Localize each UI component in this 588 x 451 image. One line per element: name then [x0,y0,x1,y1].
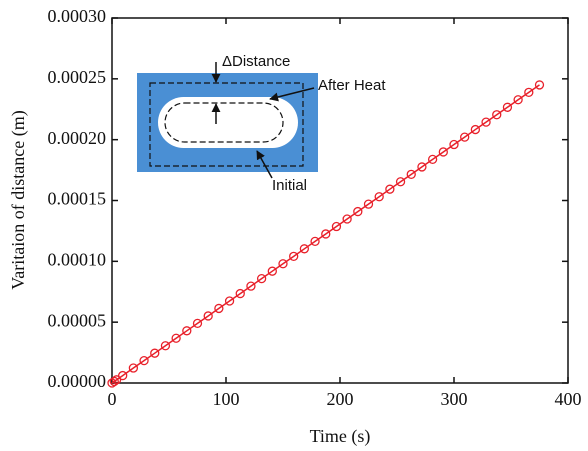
data-point [203,311,213,321]
y-tick-label: 0.00025 [48,67,107,87]
inset-diagram: ΔDistance After Heat Initial [137,53,386,194]
data-point [417,162,427,172]
plot-frame [111,17,569,384]
data-point [513,95,523,105]
dashed-outline [149,82,304,167]
annotation: ΔDistance [222,53,290,70]
data-point [310,236,320,247]
data-point [182,326,192,336]
data-point [427,154,438,165]
data-point [192,318,203,329]
y-tick-label: 0.00000 [48,371,107,391]
data-point [246,281,256,291]
data-point [150,348,160,358]
y-tick-label: 0.00010 [48,249,107,269]
data-point [289,251,299,261]
data-point [395,177,406,187]
data-point [534,80,545,90]
data-point [278,259,288,269]
data-point [109,376,119,387]
data-point [224,296,235,306]
data-point [438,147,448,157]
data-point [524,87,534,97]
x-tick-label: 200 [327,389,354,409]
dashed-hole [164,102,284,143]
series-line [111,84,540,384]
annotation: Initial [272,177,307,194]
arrow [256,150,273,179]
data-point [235,288,245,299]
data-point [449,139,459,150]
arrow [269,87,315,102]
data-point [299,244,310,254]
y-tick-label: 0.00005 [48,310,107,330]
x-tick-label: 0 [108,389,117,409]
data-point [374,192,384,202]
data-point [267,266,277,276]
data-point [111,375,122,385]
data-point [470,124,481,135]
x-tick-label: 100 [213,389,240,409]
data-point [128,363,139,373]
y-axis-title: Varitaion of distance (m) [8,110,29,289]
data-point [460,132,470,142]
data-point [342,214,352,224]
data-point [363,199,374,209]
x-tick-label: 400 [555,389,582,409]
data-point [160,341,171,351]
y-tick-label: 0.00020 [48,128,107,148]
x-tick-label: 300 [441,389,468,409]
hole [158,97,298,148]
y-tick-label: 0.00030 [48,6,107,26]
data-point [481,117,491,127]
data-point [406,169,416,179]
data-point [492,110,502,120]
data-point [118,370,128,381]
data-point [256,273,267,284]
data-point [321,229,331,239]
data-point [171,333,181,343]
y-tick-label: 0.00015 [48,189,107,209]
data-point [353,206,363,217]
data-point [214,303,224,314]
x-axis-title: Time (s) [310,426,371,447]
data-point [385,184,395,194]
data-point [139,355,149,366]
data-point [502,102,513,112]
data-point [331,221,342,232]
annotation: After Heat [318,77,386,94]
